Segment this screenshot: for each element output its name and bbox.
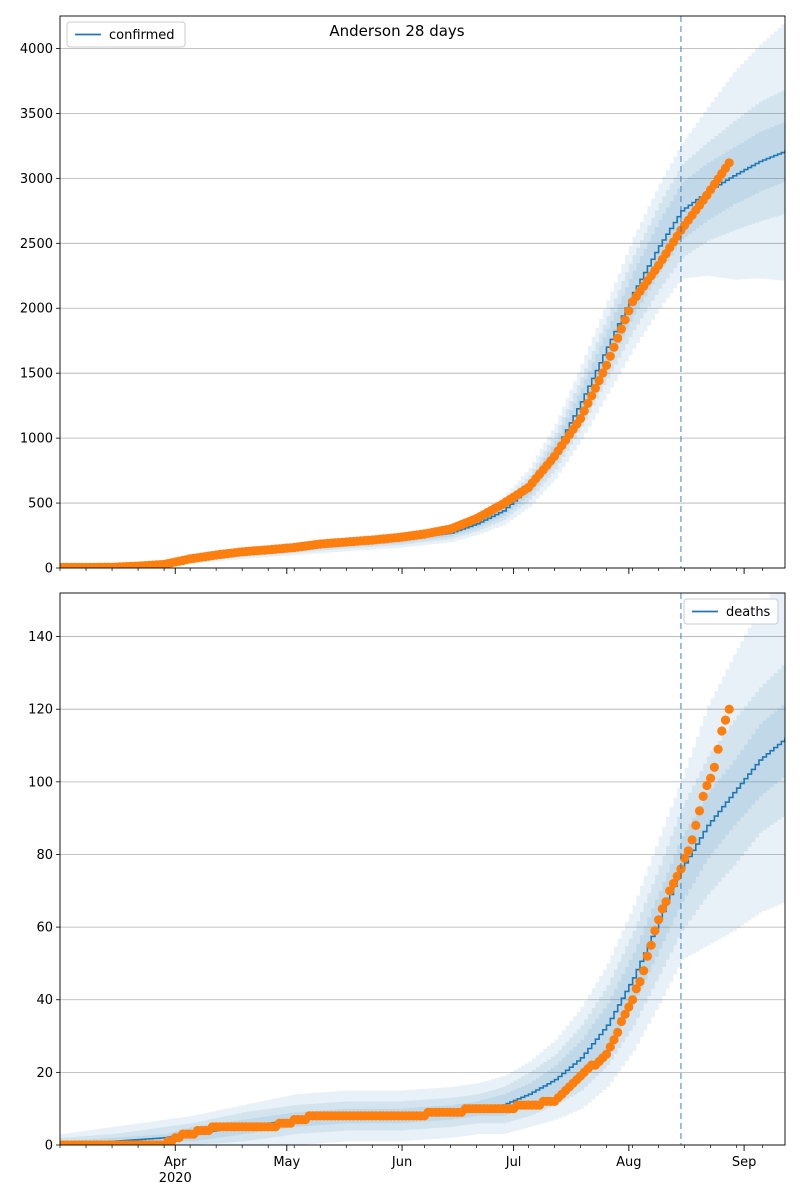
observed-point (620, 1009, 630, 1019)
observed-point (594, 376, 604, 386)
observed-point (587, 391, 597, 401)
observed-point (717, 726, 727, 736)
observed-point (668, 878, 679, 889)
observed-point (672, 871, 682, 881)
observed-point (620, 315, 630, 325)
x-tick-label: Jun (391, 1155, 412, 1170)
observed-point (601, 360, 612, 370)
axes-frame (59, 592, 786, 1146)
observed-point (609, 1035, 619, 1045)
observed-point (579, 406, 589, 416)
observed-point (709, 762, 720, 772)
legend: deaths (683, 598, 779, 625)
observed-point (713, 744, 723, 754)
observed-point (609, 342, 619, 352)
observed-point (724, 704, 734, 714)
observed-point (661, 897, 671, 907)
observed-point (694, 806, 705, 816)
observed-point (687, 835, 697, 845)
y-tick-label: 80 (36, 848, 53, 863)
observed-point (654, 915, 664, 925)
observed-point (605, 1042, 615, 1052)
x-tick-label: Jul (505, 1155, 522, 1170)
observed-point (642, 951, 653, 961)
uncertainty-band (60, 21, 785, 568)
y-tick-label: 1500 (20, 367, 53, 382)
observed-point (583, 398, 593, 408)
legend-box (66, 21, 186, 48)
uncertainty-band (60, 701, 785, 1145)
observed-point (616, 1016, 627, 1027)
uncertainty-band (60, 593, 785, 1145)
legend-label: confirmed (109, 28, 175, 43)
y-tick-label: 4000 (20, 42, 53, 57)
y-tick-label: 0 (45, 1139, 53, 1154)
observed-point (702, 780, 712, 791)
observed-point (624, 306, 634, 316)
axes-frame (59, 15, 786, 569)
observed-point (628, 995, 638, 1005)
observed-point (639, 966, 649, 976)
observed-point (601, 1049, 612, 1059)
y-tick-label: 60 (36, 921, 53, 936)
uncertainty-band (60, 121, 785, 568)
observed-point (706, 773, 716, 783)
observed-point (680, 853, 690, 863)
uncertainty-band (60, 662, 785, 1145)
observed-point (631, 984, 641, 994)
x-tick-label: Apr (164, 1155, 187, 1170)
x-tick-label: May (273, 1155, 300, 1170)
observed-point (575, 414, 586, 424)
observed-point (683, 846, 693, 856)
observed-point (650, 926, 660, 936)
observed-point (624, 1002, 634, 1012)
plot-area (60, 21, 785, 568)
legend-label: deaths (726, 605, 771, 620)
y-tick-label: 500 (28, 497, 53, 512)
plot-area (60, 593, 785, 1145)
y-tick-label: 3000 (20, 172, 53, 187)
observed-point (691, 820, 701, 831)
observed-point (698, 791, 708, 802)
y-tick-label: 100 (28, 775, 53, 790)
y-tick-label: 40 (36, 993, 53, 1008)
y-tick-label: 2000 (20, 302, 53, 317)
x-tick-sublabel: 2020 (159, 1171, 192, 1186)
observed-point (613, 1027, 623, 1037)
y-tick-label: 3500 (20, 107, 53, 122)
x-tick-label: Aug (616, 1155, 641, 1170)
confirmed-panel: 0 500 1000 1500 2000 2500 3000 3500 4000 confirme… (20, 15, 786, 577)
legend: confirmed (66, 21, 186, 48)
observed-point (665, 886, 675, 896)
observed-point (657, 904, 667, 914)
y-tick-label: 1000 (20, 432, 53, 447)
observed-point (605, 351, 615, 361)
observed-point (598, 368, 608, 378)
observed-point (590, 383, 601, 393)
observed-point (724, 158, 734, 168)
observed-point (646, 940, 656, 950)
y-tick-label: 2500 (20, 237, 53, 252)
y-tick-label: 20 (36, 1066, 53, 1081)
observed-point (616, 324, 627, 334)
y-tick-label: 0 (45, 562, 53, 577)
y-tick-label: 120 (28, 703, 53, 718)
x-tick-label: Sep (732, 1155, 757, 1170)
observed-point (720, 715, 731, 725)
observed-point (613, 333, 623, 343)
y-tick-label: 140 (28, 630, 53, 645)
chart-title: Anderson 28 days (329, 22, 464, 40)
observed-point (635, 977, 645, 987)
legend-box (683, 598, 779, 625)
